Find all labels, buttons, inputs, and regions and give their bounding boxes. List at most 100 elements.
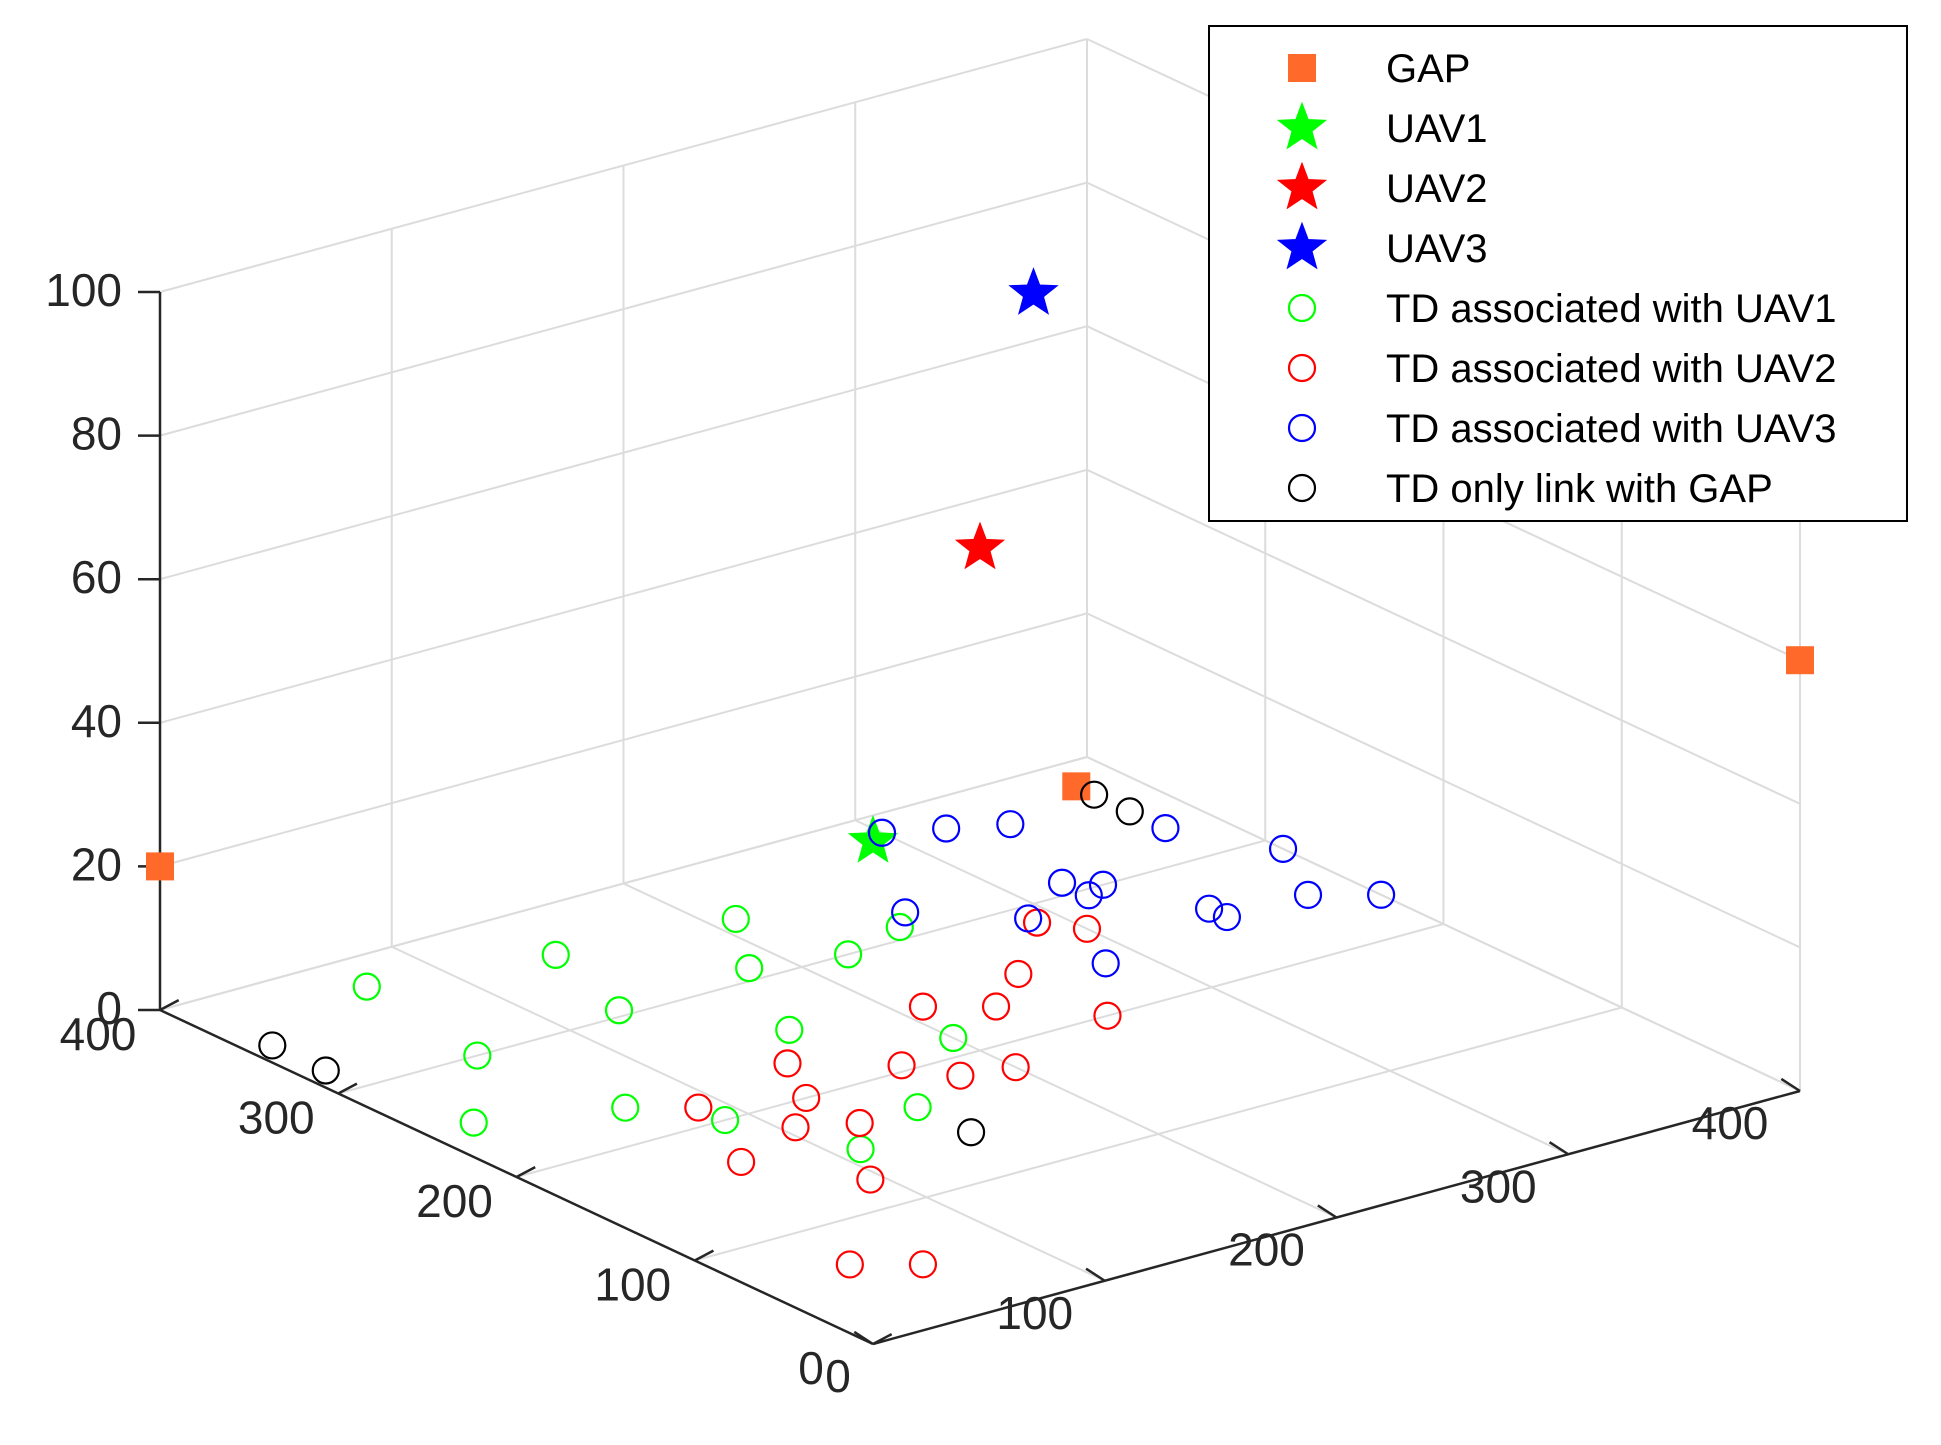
td-associated-with-uav1-point (775, 1015, 804, 1044)
td-associated-with-uav2-point (1072, 914, 1102, 943)
x-tick-label: 400 (1692, 1097, 1769, 1149)
gap-point (146, 852, 174, 881)
x-tick-mark (1317, 1204, 1338, 1219)
td-associated-with-uav3-point (1268, 834, 1298, 863)
legend-label-uav2: UAV2 (1386, 167, 1488, 211)
y-tick-mark (694, 1249, 715, 1262)
legend-marker-td-associated-with-uav2 (1287, 353, 1317, 383)
wall-gridline-horizontal (1086, 612, 1801, 949)
legend-label-gap: GAP (1386, 47, 1470, 91)
td-associated-with-uav2-point (781, 1113, 810, 1142)
td-associated-with-uav1-point (846, 1135, 875, 1164)
td-associated-with-uav3-point (1047, 868, 1077, 897)
td-associated-with-uav1-point (459, 1108, 488, 1137)
td-associated-with-uav2-point (727, 1147, 756, 1177)
z-tick-label: 80 (71, 408, 122, 460)
x-tick-mark (1085, 1267, 1106, 1282)
td-associated-with-uav3-point (1014, 904, 1043, 933)
td-associated-with-uav2-point (1093, 1001, 1122, 1030)
td-associated-with-uav2-point (946, 1061, 975, 1090)
y-tick-mark (159, 998, 180, 1012)
td-only-link-with-gap-point (258, 1031, 287, 1060)
td-associated-with-uav2-point (887, 1051, 916, 1080)
td-associated-with-uav3-point (891, 898, 920, 927)
legend-items: GAP UAV1 UAV2 UAV3 TD associated with UAV1 TD… (1276, 47, 1837, 511)
x-tick-mark (853, 1330, 874, 1346)
floor-gridline-y (516, 923, 1444, 1178)
y-tick-label: 300 (238, 1092, 315, 1144)
x-tick-mark (1780, 1077, 1801, 1093)
td-only-link-with-gap-point (311, 1056, 340, 1085)
wall-gridline-horizontal (159, 612, 1088, 868)
legend-label-uav3: UAV3 (1386, 227, 1488, 271)
data-points (146, 267, 1814, 1279)
td-associated-with-uav3-point (1088, 870, 1118, 899)
td-associated-with-uav3-point (1074, 881, 1103, 910)
y-tick-mark (515, 1165, 536, 1179)
td-associated-with-uav1-point (735, 954, 764, 983)
td-associated-with-uav2-point (1001, 1053, 1030, 1082)
legend-marker-uav1 (1276, 101, 1328, 150)
legend-marker-gap (1288, 54, 1316, 82)
td-only-link-with-gap-point (1115, 797, 1144, 826)
td-associated-with-uav3-point (932, 814, 961, 843)
td-associated-with-uav3-point (1367, 880, 1396, 909)
wall-gridline-horizontal (159, 181, 1088, 437)
td-associated-with-uav2-point (908, 992, 938, 1021)
td-associated-with-uav1-point (611, 1093, 640, 1122)
legend-marker-td-only-link-with-gap (1287, 473, 1317, 503)
td-associated-with-uav2-point (981, 992, 1011, 1021)
td-associated-with-uav1-point (352, 972, 381, 1001)
td-associated-with-uav1-point (710, 1105, 740, 1135)
legend-label-td-associated-with-uav3: TD associated with UAV3 (1386, 407, 1837, 451)
td-associated-with-uav1-point (541, 940, 570, 969)
td-associated-with-uav3-point (1091, 949, 1120, 978)
td-only-link-with-gap-point (956, 1118, 986, 1147)
floor-gridline-y (694, 1006, 1623, 1262)
td-associated-with-uav2-point (684, 1093, 713, 1122)
x-tick-mark (1548, 1141, 1569, 1156)
wall-gridline-horizontal (1086, 756, 1801, 1092)
z-tick-label: 100 (45, 264, 122, 316)
z-tick-label: 60 (71, 551, 122, 603)
td-associated-with-uav1-point (903, 1093, 932, 1122)
legend-label-td-associated-with-uav2: TD associated with UAV2 (1386, 347, 1837, 391)
uav2-point (954, 521, 1006, 570)
wall-gridline-horizontal (159, 38, 1088, 293)
uav3-point (1008, 267, 1059, 315)
legend-marker-td-associated-with-uav3 (1287, 413, 1317, 443)
wall-gridline-horizontal (159, 756, 1088, 1011)
axes-layer (138, 290, 1801, 1346)
gap-point (1062, 772, 1091, 801)
td-associated-with-uav2-point (792, 1083, 821, 1113)
td-associated-with-uav2-point (856, 1165, 885, 1194)
td-associated-with-uav3-point (1194, 894, 1224, 923)
y-tick-label: 0 (798, 1342, 824, 1394)
td-associated-with-uav1-point (833, 940, 863, 969)
legend-box (1208, 25, 1908, 522)
legend-label-td-associated-with-uav1: TD associated with UAV1 (1386, 287, 1837, 331)
x-tick-label: 0 (825, 1350, 851, 1402)
z-tick-label: 40 (71, 695, 122, 747)
y-tick-mark (872, 1332, 893, 1346)
legend-label-uav1: UAV1 (1386, 107, 1488, 151)
legend-label-td-only-link-with-gap: TD only link with GAP (1386, 467, 1773, 511)
y-tick-label: 400 (60, 1008, 137, 1060)
td-associated-with-uav3-point (1151, 813, 1180, 843)
td-associated-with-uav2-point (845, 1108, 874, 1138)
td-associated-with-uav3-point (1293, 880, 1323, 910)
td-associated-with-uav2-point (835, 1250, 864, 1279)
td-associated-with-uav2-point (773, 1049, 802, 1078)
wall-gridline-horizontal (1086, 468, 1801, 805)
td-associated-with-uav2-point (1004, 959, 1033, 989)
wall-gridline-horizontal (159, 468, 1088, 724)
x-tick-label: 300 (1460, 1160, 1537, 1212)
td-associated-with-uav1-point (604, 996, 634, 1025)
td-associated-with-uav3-point (996, 810, 1025, 839)
td-associated-with-uav3-point (1212, 902, 1242, 932)
td-only-link-with-gap-point (1080, 780, 1109, 809)
x-tick-label: 100 (996, 1287, 1073, 1339)
td-associated-with-uav3-point (867, 818, 897, 847)
